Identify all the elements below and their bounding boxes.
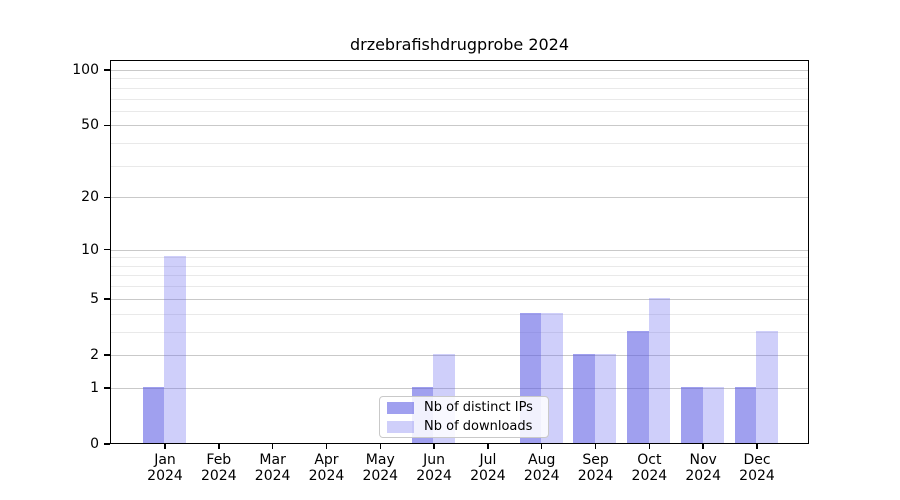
bar-distinct-ips — [627, 330, 649, 443]
gridline-minor — [111, 331, 808, 333]
y-tick-label: 100 — [72, 62, 99, 79]
x-tick-mark — [379, 443, 382, 449]
y-tick-label: 50 — [81, 117, 99, 134]
gridline-minor — [111, 78, 808, 80]
x-tick-mark — [433, 443, 435, 449]
bar-distinct-ips — [142, 386, 165, 443]
x-tick-mark — [325, 443, 328, 449]
x-tick-mark — [594, 443, 597, 449]
bar-downloads — [756, 330, 778, 443]
x-tick-mark — [164, 443, 166, 449]
x-tick-label: Jul 2024 — [470, 452, 506, 484]
x-tick-label: Jan 2024 — [147, 452, 183, 484]
y-tick-mark — [104, 387, 110, 389]
gridline-minor — [111, 98, 808, 100]
legend-label-distinct-ips: Nb of distinct IPs — [424, 400, 533, 415]
x-tick-label: Oct 2024 — [631, 452, 668, 484]
gridline-minor — [111, 143, 808, 145]
gridline-major — [111, 197, 808, 199]
gridline-minor — [111, 87, 808, 89]
bar-distinct-ips — [734, 386, 757, 443]
x-tick-label: Sep 2024 — [577, 452, 614, 484]
plot-area — [110, 60, 809, 444]
y-tick-label: 20 — [81, 189, 99, 206]
gridline-minor — [111, 313, 808, 315]
y-tick-mark — [104, 69, 110, 71]
x-tick-mark — [271, 443, 274, 449]
gridline-major — [111, 70, 808, 72]
x-tick-mark — [702, 443, 704, 449]
y-tick-mark — [104, 443, 110, 445]
x-tick-mark — [756, 443, 758, 449]
bar-downloads — [648, 297, 671, 443]
bar-distinct-ips — [681, 386, 703, 443]
gridline-major — [111, 125, 808, 127]
gridline-major — [111, 354, 808, 356]
gridline-minor — [111, 257, 808, 259]
bar-downloads — [164, 256, 186, 443]
x-tick-label: Apr 2024 — [308, 452, 345, 484]
gridline-major — [111, 387, 808, 389]
x-tick-label: Jun 2024 — [416, 452, 452, 484]
bar-downloads — [702, 386, 725, 443]
x-tick-label: Mar 2024 — [254, 452, 291, 484]
bar-downloads — [594, 353, 617, 443]
gridline-minor — [111, 165, 808, 167]
gridline-minor — [111, 265, 808, 267]
y-tick-mark — [104, 124, 110, 127]
x-tick-label: Nov 2024 — [685, 452, 721, 484]
legend-item-distinct-ips: Nb of distinct IPs — [387, 400, 548, 416]
x-tick-mark — [648, 443, 651, 449]
gridline-major — [111, 298, 808, 300]
x-tick-mark — [218, 443, 220, 449]
chart-title: drzebrafishdrugprobe 2024 — [349, 35, 570, 54]
y-tick-mark — [104, 196, 110, 199]
y-tick-label: 10 — [81, 241, 99, 258]
y-tick-label: 1 — [90, 379, 99, 396]
legend: Nb of distinct IPs Nb of downloads — [379, 396, 549, 438]
gridline-minor — [111, 286, 808, 288]
x-tick-label: Feb 2024 — [200, 452, 237, 484]
y-tick-mark — [104, 298, 110, 300]
x-tick-label: May 2024 — [362, 452, 399, 484]
x-tick-label: Dec 2024 — [739, 452, 775, 484]
y-tick-mark — [104, 248, 110, 251]
x-tick-label: Aug 2024 — [523, 452, 560, 484]
gridline-minor — [111, 275, 808, 277]
y-tick-mark — [104, 354, 110, 356]
legend-swatch-downloads-icon — [387, 420, 414, 433]
y-tick-label: 5 — [90, 290, 99, 307]
legend-label-downloads: Nb of downloads — [424, 419, 533, 434]
y-tick-label: 0 — [90, 436, 99, 452]
x-tick-mark — [487, 443, 489, 449]
gridline-minor — [111, 110, 808, 112]
legend-swatch-distinct-ips-icon — [387, 401, 414, 414]
bar-distinct-ips — [573, 353, 595, 443]
legend-item-downloads: Nb of downloads — [387, 419, 548, 435]
x-tick-mark — [540, 443, 543, 449]
gridline-major — [111, 249, 808, 251]
y-tick-label: 2 — [90, 346, 99, 363]
